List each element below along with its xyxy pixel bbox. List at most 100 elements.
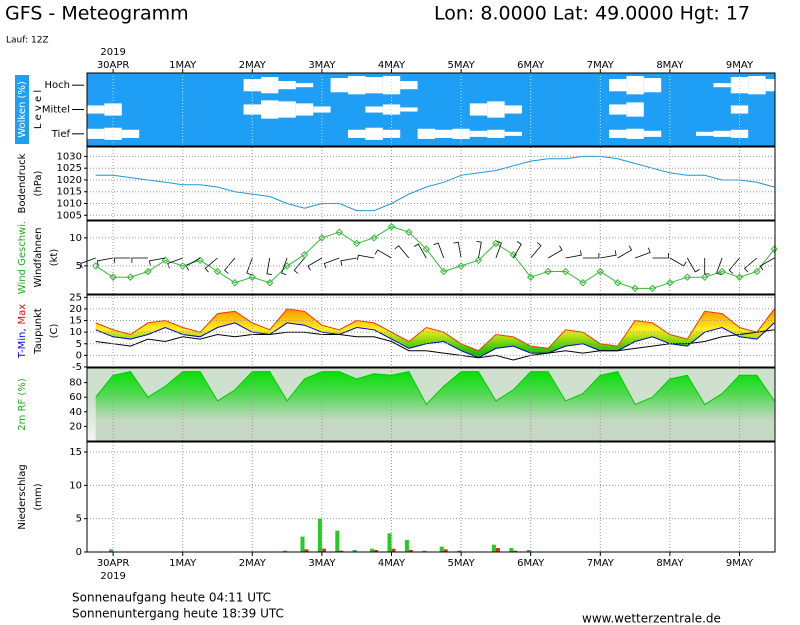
x-tick-label: 7MAY: [587, 558, 615, 569]
x-tick-label: 7MAY: [587, 60, 615, 71]
wind-marker: [631, 284, 639, 293]
precip-bar: [439, 546, 444, 552]
wind-barb: [476, 241, 482, 259]
sunset: Sonnenuntergang heute 18:39 UTC: [72, 607, 284, 621]
wind-marker: [457, 262, 465, 270]
y-tick-label: Hoch: [45, 80, 70, 91]
wind-marker: [735, 273, 744, 281]
cloud-cover: [713, 130, 731, 137]
wind-barb: [634, 247, 651, 259]
wind-barb: [281, 257, 288, 276]
y-axis-label-part: Niederschlag: [17, 464, 28, 529]
x-tick-label: 4MAY: [378, 60, 406, 71]
wind-marker: [161, 256, 170, 265]
precip-bar: [387, 533, 392, 552]
wind-marker: [753, 267, 761, 276]
y-axis-label: Windfahnen: [33, 228, 44, 288]
y-tick-label: 5: [76, 514, 82, 525]
wind-barb: [167, 257, 183, 269]
wind-barb: [453, 241, 462, 259]
ylabel-box: [15, 75, 29, 144]
cloud-cover: [261, 77, 279, 94]
wind-barb: [512, 241, 522, 259]
wind-marker: [683, 273, 692, 281]
wind-barb: [759, 257, 775, 271]
y-axis-label: Wolken (%): [17, 81, 28, 138]
wind-marker: [370, 234, 378, 242]
x-tick-label: 2MAY: [239, 60, 267, 71]
panel-frame: [86, 441, 776, 553]
x-tick-label: 9MAY: [726, 558, 754, 569]
precip-bar: [370, 548, 375, 552]
y-tick-label: 10: [69, 327, 82, 338]
cloud-cover: [609, 104, 627, 115]
precip-bar: [352, 550, 357, 552]
wind-marker: [700, 273, 709, 281]
y-tick-label: 5: [76, 339, 82, 350]
cloud-cover: [87, 105, 105, 114]
wind-barb: [495, 240, 502, 259]
y-tick-label: 1025: [57, 163, 82, 174]
y-axis-label: (C): [49, 324, 60, 339]
y-axis-label-part: Taupunkt: [33, 308, 44, 355]
precip-bar: [391, 548, 396, 552]
panel-frame: [86, 220, 776, 295]
y-axis-label-part: (hPa): [33, 170, 44, 196]
precip-bar: [374, 550, 379, 552]
precip-bar: [491, 544, 496, 552]
cloud-cover: [435, 129, 453, 138]
y-axis-label-part: Windfahnen: [33, 228, 44, 288]
cloud-cover: [643, 130, 662, 137]
precip-bar: [457, 550, 462, 552]
y-tick-label: 60: [69, 392, 82, 403]
y-axis-label-part: (mm): [33, 483, 44, 510]
panel-frame: [86, 367, 776, 442]
y-tick-label: Tief: [51, 129, 71, 140]
wind-barb: [149, 257, 166, 266]
cloud-cover: [278, 101, 296, 118]
precip-bar: [404, 540, 409, 552]
y-tick-label: Mittel: [42, 105, 70, 116]
y-tick-label: 25: [69, 292, 82, 303]
year-label: 2019: [100, 571, 125, 582]
source: www.wetterzentrale.de: [582, 612, 721, 625]
x-tick-label: 2MAY: [239, 558, 267, 569]
wind-barb: [744, 257, 758, 273]
y-tick-label: 1030: [57, 151, 82, 162]
y-tick-label: 10: [69, 480, 82, 491]
wind-marker: [579, 279, 587, 287]
cloud-cover: [295, 83, 314, 88]
wind-marker: [422, 245, 431, 253]
panel-frame: [86, 146, 776, 221]
wind-marker: [613, 279, 622, 287]
wind-barb: [582, 253, 600, 259]
cloud-cover: [348, 76, 366, 95]
x-tick-label: 9MAY: [726, 60, 754, 71]
x-tick-label: 1MAY: [169, 558, 197, 569]
cloud-cover: [609, 129, 627, 138]
y-axis-label-part: T-Min,: [17, 328, 28, 359]
wind-barb: [686, 257, 700, 273]
cloud-cover: [696, 131, 714, 136]
wind-marker: [144, 267, 152, 276]
temperature-line: [95, 308, 775, 352]
wind-marker: [335, 228, 344, 236]
wind-marker: [265, 279, 274, 287]
cloud-cover: [469, 130, 488, 137]
rh-line: [95, 371, 775, 406]
cloud-cover: [330, 78, 349, 93]
rh-area: [95, 371, 775, 441]
precip-bar: [321, 548, 326, 552]
cloud-cover: [400, 81, 418, 90]
y-axis-label-part: Bodendruck: [17, 153, 28, 213]
wind-barb: [652, 253, 669, 259]
wind-barb: [307, 257, 323, 271]
wind-marker: [109, 273, 117, 281]
x-tick-label: 6MAY: [517, 558, 545, 569]
x-tick-label: 4MAY: [378, 558, 406, 569]
x-tick-label: 8MAY: [656, 558, 684, 569]
x-tick-label: 1MAY: [169, 60, 197, 71]
wind-marker: [526, 273, 535, 281]
cloud-cover: [278, 81, 296, 90]
y-tick-label: 10: [69, 233, 82, 244]
